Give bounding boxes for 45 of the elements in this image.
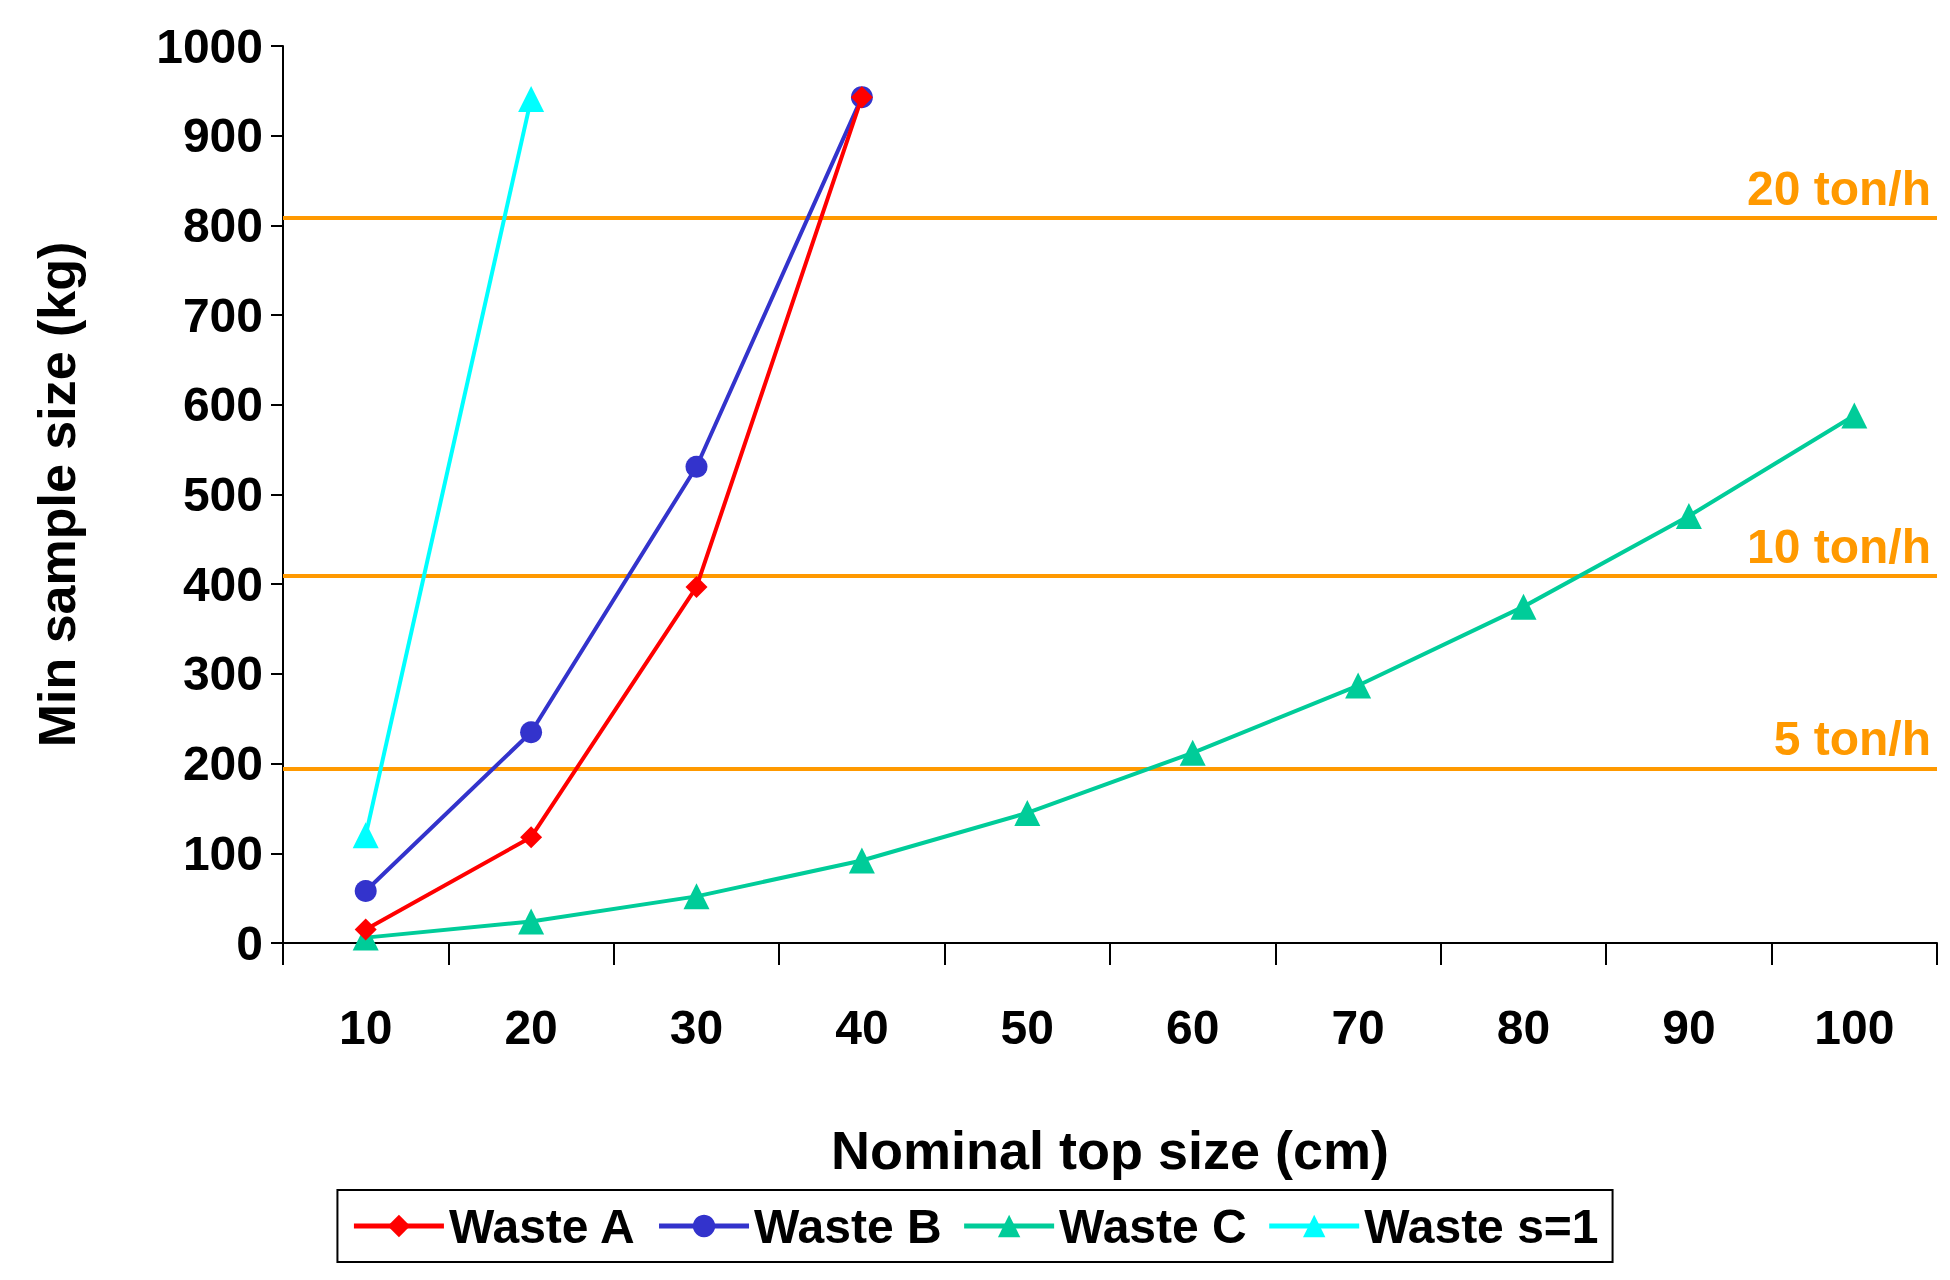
- x-axis-title: Nominal top size (cm): [830, 1120, 1390, 1180]
- point: [1841, 402, 1868, 429]
- point: [354, 879, 377, 902]
- legend-label: Waste C: [1059, 1199, 1247, 1253]
- y-tick-label: 200: [182, 737, 263, 791]
- y-tick-label: 0: [236, 916, 263, 970]
- y-tick-label: 1000: [156, 19, 263, 73]
- point: [1510, 593, 1537, 620]
- point: [683, 883, 710, 910]
- x-tick-label: 50: [1000, 1000, 1054, 1054]
- point: [1014, 799, 1041, 826]
- point: [518, 908, 545, 935]
- y-tick-label: 600: [182, 378, 263, 432]
- x-tick-label: 20: [504, 1000, 558, 1054]
- x-tick-label: 70: [1331, 1000, 1385, 1054]
- point: [1345, 672, 1372, 699]
- y-tick-label: 400: [182, 557, 263, 611]
- ref-line-label: 5 ton/h: [1773, 712, 1931, 766]
- y-axis-title: Min sample size (kg): [28, 241, 86, 748]
- ref-line-label: 10 ton/h: [1746, 519, 1931, 573]
- y-tick-label: 900: [182, 109, 263, 163]
- x-tick-label: 90: [1662, 1000, 1716, 1054]
- x-tick-label: 60: [1166, 1000, 1220, 1054]
- legend-label: Waste s=1: [1364, 1199, 1599, 1253]
- point: [520, 721, 543, 744]
- ref-line-label: 20 ton/h: [1746, 161, 1931, 215]
- x-tick-label: 100: [1814, 1000, 1895, 1054]
- x-tick-label: 80: [1496, 1000, 1551, 1054]
- legend-label: Waste B: [754, 1199, 942, 1253]
- point: [848, 847, 875, 874]
- point: [1179, 739, 1206, 766]
- y-tick-label: 800: [182, 198, 263, 252]
- y-tick-label: 300: [182, 647, 263, 701]
- point: [685, 575, 708, 598]
- x-tick-label: 10: [339, 1000, 393, 1054]
- point: [1675, 503, 1702, 530]
- y-tick-label: 100: [182, 826, 263, 880]
- y-tick-label: 700: [182, 288, 263, 342]
- x-tick-label: 30: [669, 1000, 724, 1054]
- x-tick-label: 40: [835, 1000, 889, 1054]
- point: [520, 826, 543, 849]
- point: [354, 918, 377, 941]
- y-tick-label: 500: [182, 468, 263, 521]
- point: [685, 455, 708, 478]
- legend-label: Waste A: [448, 1199, 635, 1253]
